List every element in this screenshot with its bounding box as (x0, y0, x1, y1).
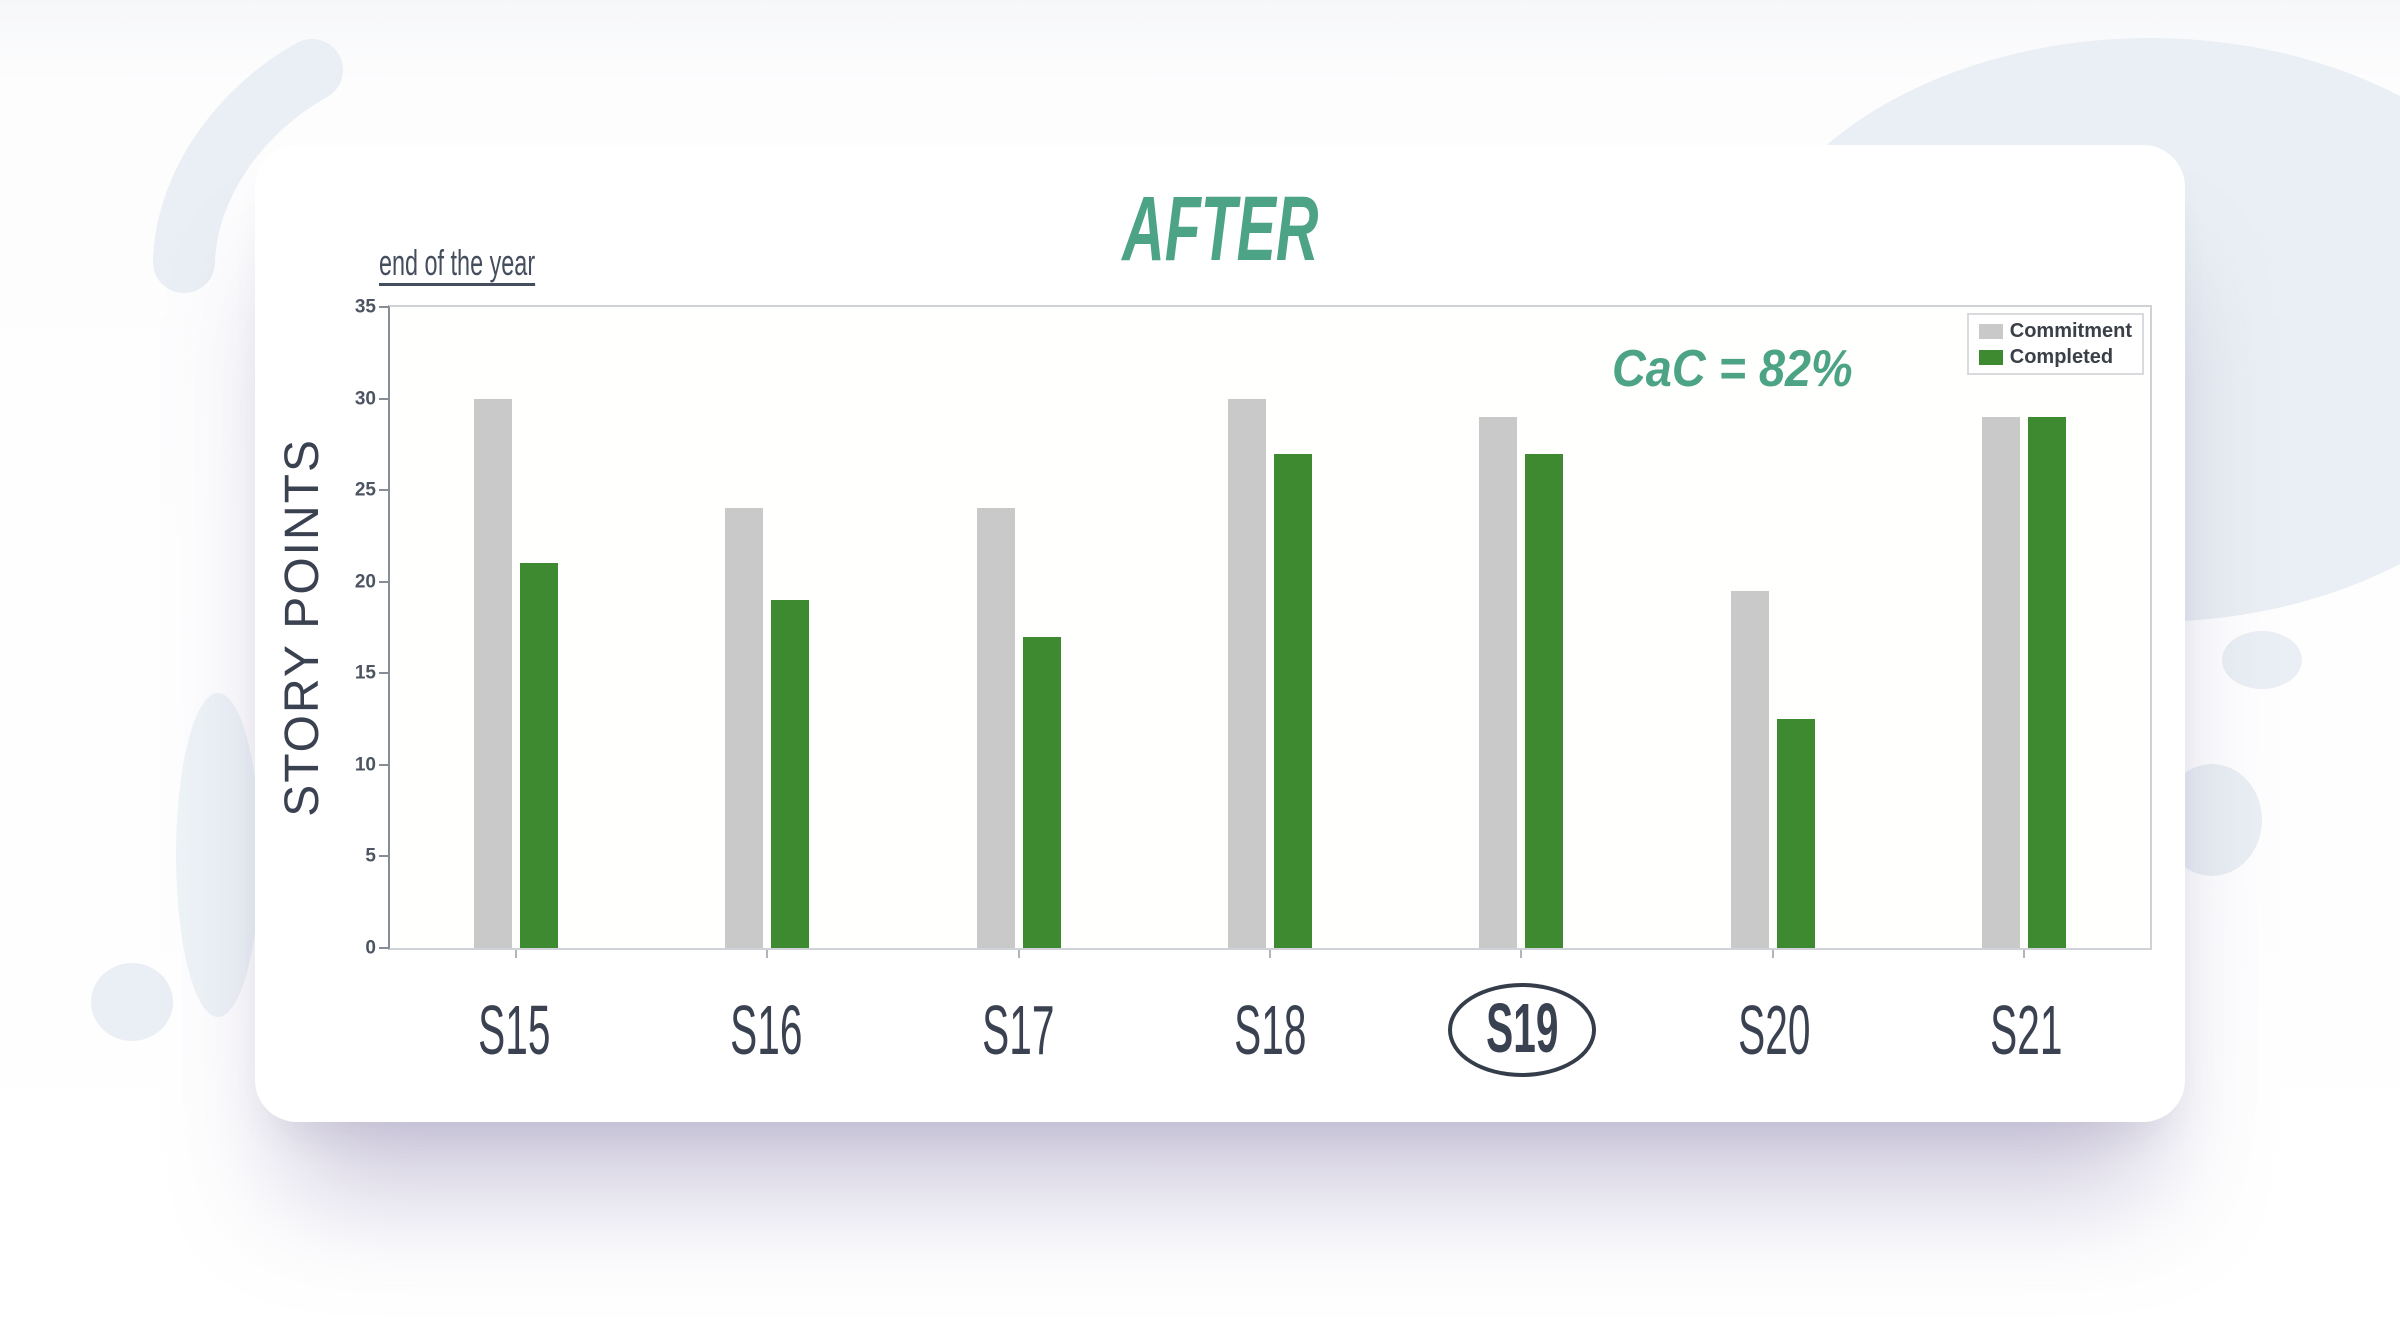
x-label-s20: S20 (1712, 995, 1837, 1065)
x-label-text: S21 (1989, 991, 2063, 1069)
y-tick-mark (379, 580, 388, 583)
bar-completed-s17 (1022, 636, 1061, 948)
x-tick-mark (1017, 950, 1020, 958)
x-label-cell: S15 (388, 995, 640, 1065)
bar-group-s20 (1647, 307, 1898, 958)
bar-group-s19 (1396, 307, 1647, 958)
legend: Commitment Completed (1966, 313, 2144, 375)
bar-commitment-s17 (976, 508, 1015, 948)
chart-plot: 0 5 10 15 20 25 30 35 CaC = 82% Commitment Comp… (355, 298, 2152, 958)
x-tick-mark (514, 950, 517, 958)
bar-completed-s19 (1525, 453, 1564, 948)
chart-title-text: AFTER (1121, 178, 1319, 280)
y-tick-mark (379, 947, 388, 949)
y-tick-label-25: 25 (354, 479, 376, 501)
bar-group-s18 (1144, 307, 1395, 958)
blob-left-band (176, 693, 260, 1017)
x-tick-mark (1268, 950, 1271, 958)
x-tick-mark (2023, 950, 2026, 958)
x-label-cell: S20 (1648, 995, 1900, 1065)
x-label-cell: S16 (640, 995, 892, 1065)
bar-completed-s18 (1273, 453, 1312, 948)
y-tick-label-10: 10 (354, 754, 376, 776)
chart-subtitle: end of the year (379, 241, 619, 284)
y-tick-mark (379, 397, 388, 400)
y-axis-title: STORY POINTS (275, 305, 329, 950)
x-label-text: S17 (981, 991, 1055, 1069)
x-label-s17: S17 (956, 995, 1081, 1065)
legend-swatch-completed (1978, 349, 2003, 365)
y-tick-mark (379, 763, 388, 766)
blob-right-medium (2162, 764, 2262, 876)
x-label-cell: S17 (892, 995, 1144, 1065)
bar-group-s15 (390, 307, 641, 958)
bar-completed-s20 (1776, 719, 1815, 948)
annotation-cac: CaC = 82% (1612, 343, 1879, 395)
x-label-s15: S15 (452, 995, 577, 1065)
legend-item-completed: Completed (1978, 346, 2132, 368)
bar-commitment-s20 (1730, 590, 1769, 948)
bar-groups (390, 307, 2150, 958)
x-tick-mark (1771, 950, 1774, 958)
x-label-text: S16 (729, 991, 803, 1069)
x-axis-labels: S15 S16 S17 S18 S19 S20 S21 (388, 983, 2152, 1077)
x-label-cell: S21 (1900, 995, 2152, 1065)
legend-label-completed: Completed (2009, 346, 2114, 368)
y-axis-title-text: STORY POINTS (275, 438, 329, 817)
bar-commitment-s18 (1227, 398, 1266, 948)
x-label-text: S19 (1485, 989, 1559, 1067)
x-label-text: S20 (1737, 991, 1811, 1069)
x-label-s19-highlighted: S19 (1447, 983, 1597, 1077)
y-tick-mark (379, 306, 388, 308)
chart-subtitle-text: end of the year (379, 242, 536, 283)
annotation-cac-text: CaC = 82% (1612, 340, 1853, 398)
bar-group-s17 (893, 307, 1144, 958)
bar-completed-s21 (2028, 416, 2067, 948)
legend-item-commitment: Commitment (1978, 320, 2132, 342)
legend-swatch-commitment (1978, 323, 2003, 339)
y-tick-label-0: 0 (365, 937, 376, 959)
x-label-cell: S18 (1144, 995, 1396, 1065)
x-label-s16: S16 (704, 995, 829, 1065)
x-label-s21: S21 (1964, 995, 2089, 1065)
x-tick-mark (766, 950, 769, 958)
y-tick-mark (379, 855, 388, 858)
blob-bottom-left (91, 963, 173, 1041)
legend-label-commitment: Commitment (2009, 320, 2132, 342)
x-label-text: S15 (477, 991, 551, 1069)
bar-completed-s15 (519, 563, 558, 948)
y-tick-label-15: 15 (354, 662, 376, 684)
bar-commitment-s19 (1479, 416, 1518, 948)
x-label-text: S18 (1233, 991, 1307, 1069)
bar-group-s16 (641, 307, 892, 958)
y-tick-label-35: 35 (354, 296, 376, 318)
y-tick-label-5: 5 (365, 845, 376, 867)
blob-top-left-crescent (153, 39, 343, 293)
bar-commitment-s15 (473, 398, 512, 948)
blob-right-small (2222, 631, 2302, 689)
chart-card: AFTER end of the year STORY POINTS 0 5 10 1… (255, 145, 2185, 1122)
x-label-cell: S19 (1396, 983, 1648, 1077)
x-tick-mark (1520, 950, 1523, 958)
bar-group-s21 (1899, 307, 2150, 958)
bar-commitment-s16 (725, 508, 764, 948)
y-tick-label-30: 30 (354, 388, 376, 410)
y-tick-mark (379, 489, 388, 492)
y-tick-mark (379, 672, 388, 675)
bar-commitment-s21 (1982, 416, 2021, 948)
x-label-s18: S18 (1208, 995, 1333, 1065)
y-tick-label-20: 20 (354, 571, 376, 593)
bar-completed-s16 (771, 600, 810, 948)
chart-title: AFTER (255, 183, 2185, 275)
